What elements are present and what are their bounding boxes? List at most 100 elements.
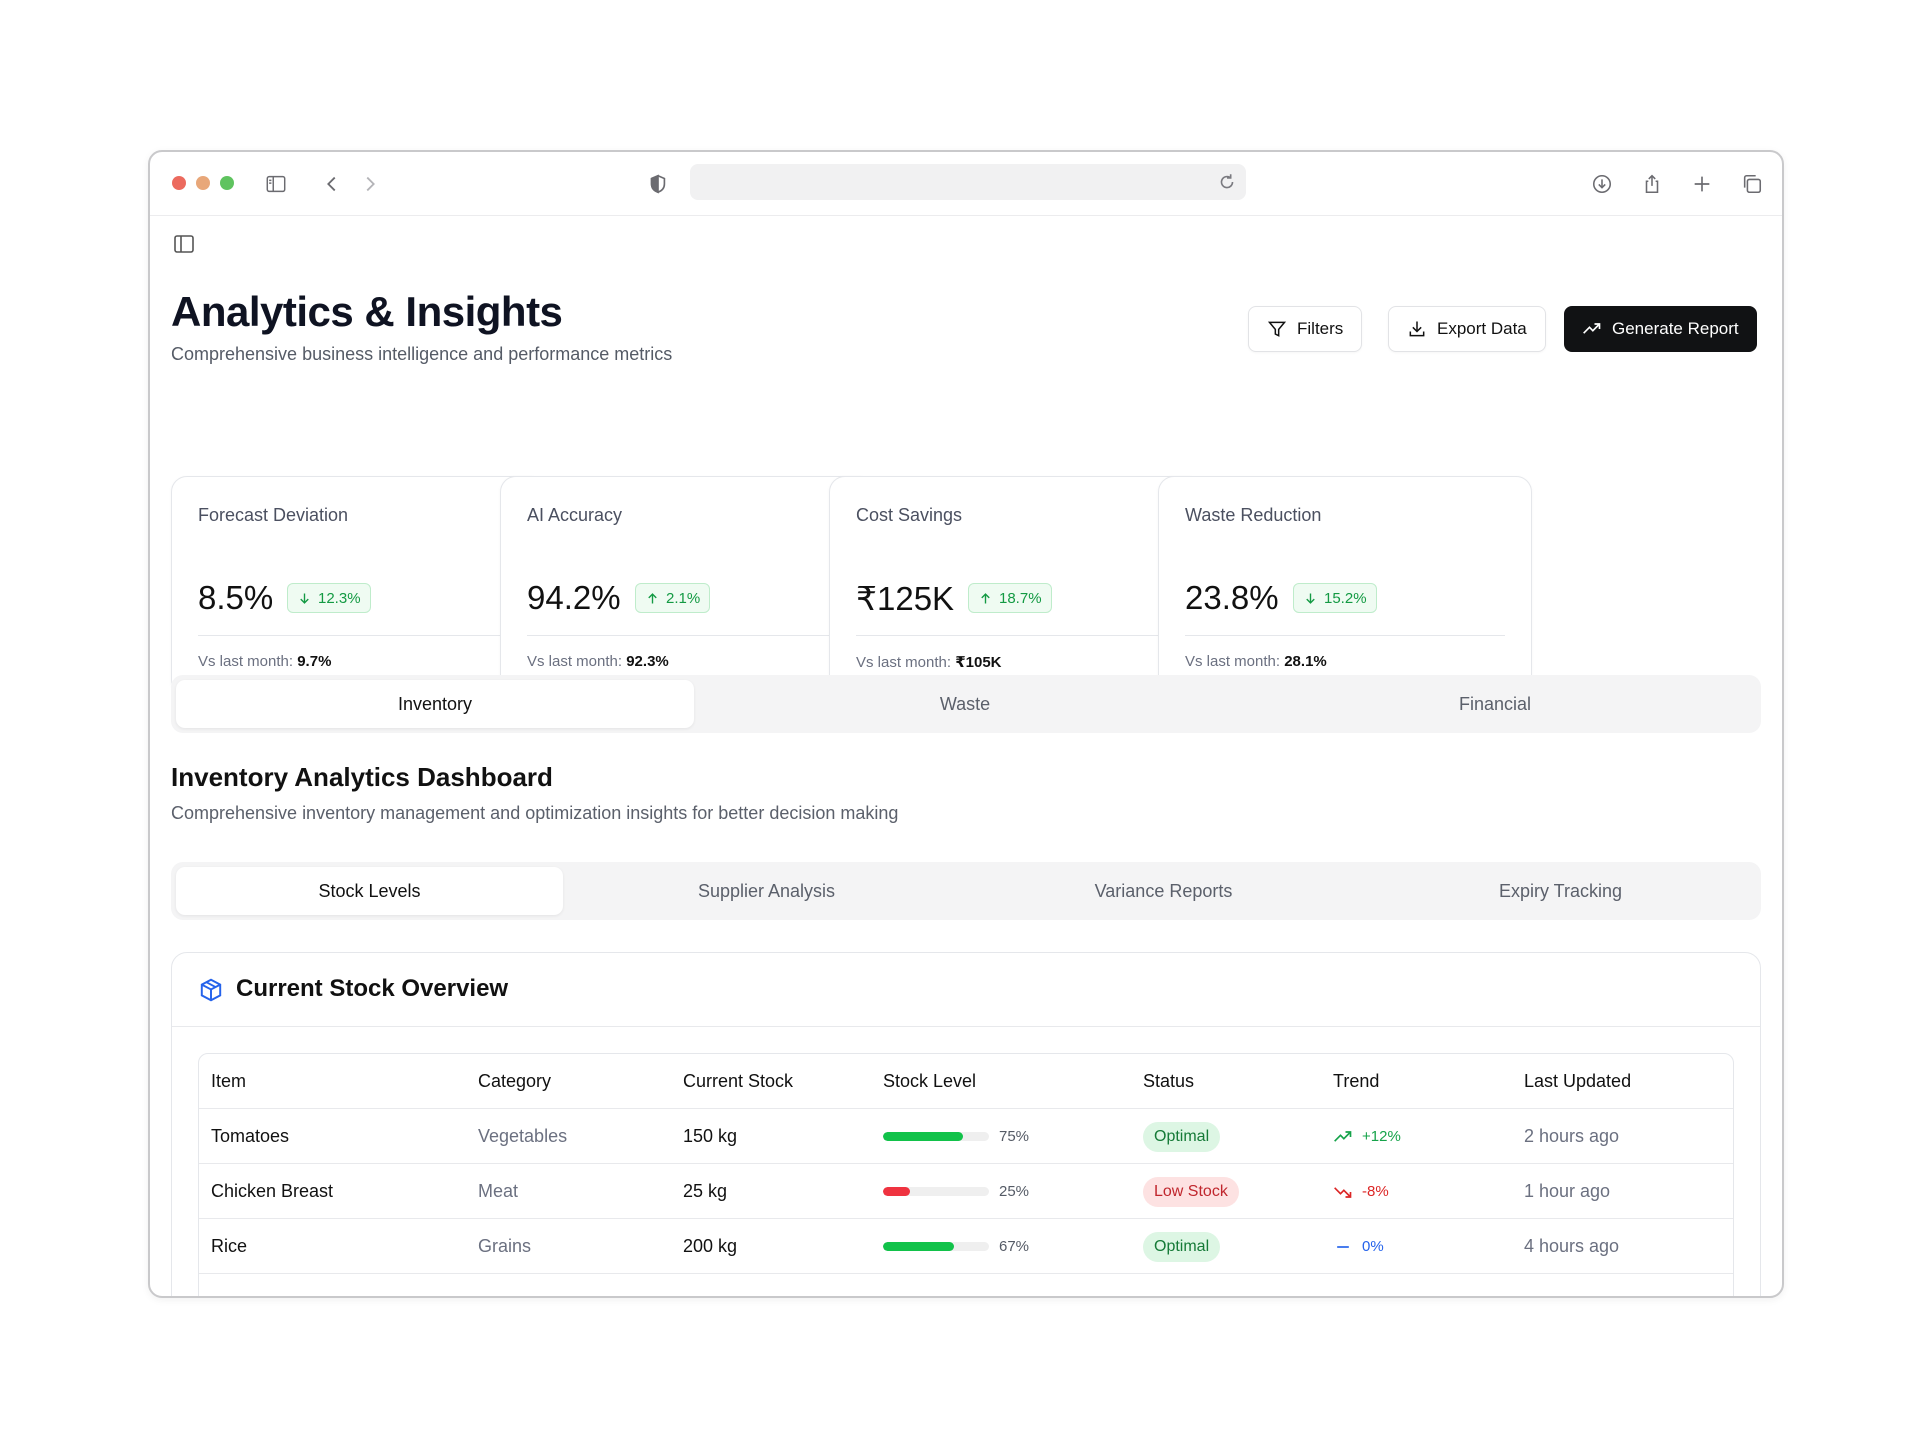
stock-level-percent: 75%	[999, 1128, 1030, 1145]
address-bar[interactable]	[690, 164, 1246, 200]
stock-level-fill	[883, 1242, 955, 1251]
inventory-sub-tabs: Stock Levels Supplier Analysis Variance …	[171, 862, 1761, 920]
arrow-up-icon	[645, 591, 660, 606]
section-title: Inventory Analytics Dashboard	[171, 762, 553, 792]
cell-stock-level: 25%	[883, 1164, 1029, 1219]
column-header-item[interactable]: Item	[211, 1071, 247, 1091]
minus-icon	[1333, 1237, 1353, 1257]
column-header-status[interactable]: Status	[1143, 1071, 1195, 1091]
trending-up-icon	[1333, 1127, 1353, 1147]
kpi-change-badge: 18.7%	[968, 583, 1052, 613]
trend-indicator: -8%	[1333, 1182, 1389, 1202]
table-row[interactable]: Chicken Breast Meat 25 kg 25% Low Stock -8% 1 …	[199, 1164, 1733, 1219]
cell-item: Rice	[211, 1236, 248, 1256]
kpi-comparison: Vs last month: 28.1%	[1185, 653, 1327, 670]
status-badge: Low Stock	[1143, 1176, 1239, 1207]
share-icon[interactable]	[1638, 170, 1666, 198]
cell-current-stock: 200 kg	[683, 1236, 738, 1256]
tab-waste[interactable]: Waste	[939, 693, 991, 714]
forward-icon[interactable]	[356, 170, 384, 198]
cell-trend: +12%	[1333, 1109, 1401, 1164]
cell-last-updated: 1 hour ago	[1524, 1181, 1611, 1201]
download-icon	[1409, 321, 1425, 337]
reload-icon[interactable]	[1216, 171, 1238, 193]
page-subtitle: Comprehensive business intelligence and …	[171, 344, 673, 364]
back-icon[interactable]	[318, 170, 346, 198]
minimize-window-button[interactable]	[196, 176, 210, 190]
cell-last-updated: 2 hours ago	[1524, 1126, 1620, 1146]
trending-down-icon	[1333, 1182, 1353, 1202]
stock-table: Item Category Current Stock Stock Level Stat…	[198, 1053, 1734, 1296]
kpi-card-waste-reduction: Waste Reduction 23.8% 15.2% Vs last month: …	[1158, 476, 1532, 696]
maximize-window-button[interactable]	[220, 176, 234, 190]
tab-financial[interactable]: Financial	[1458, 693, 1532, 714]
shield-icon[interactable]	[644, 170, 672, 198]
tab-expiry-tracking[interactable]: Expiry Tracking	[1498, 880, 1623, 901]
tabs-overview-icon[interactable]	[1738, 170, 1766, 198]
kpi-label: AI Accuracy	[527, 505, 623, 525]
kpi-value: 94.2%	[527, 579, 621, 616]
column-header-trend[interactable]: Trend	[1333, 1071, 1380, 1091]
table-row[interactable]: Rice Grains 200 kg 67% Optimal 0% 4 hours ago	[199, 1219, 1733, 1274]
tab-inventory[interactable]: Inventory	[176, 680, 694, 728]
new-tab-icon[interactable]	[1688, 170, 1716, 198]
filters-button[interactable]: Filters	[1248, 306, 1363, 352]
cell-stock-level: 67%	[883, 1219, 1029, 1274]
tab-stock-levels[interactable]: Stock Levels	[176, 867, 563, 915]
generate-report-button[interactable]: Generate Report	[1564, 306, 1757, 352]
stock-level-fill	[883, 1132, 963, 1141]
cell-current-stock: 150 kg	[683, 1126, 738, 1146]
table-row[interactable]	[199, 1274, 1733, 1296]
kpi-comparison: Vs last month: ₹105K	[856, 653, 1002, 671]
trend-value: 0%	[1362, 1238, 1384, 1255]
kpi-divider	[527, 635, 847, 636]
close-window-button[interactable]	[172, 176, 186, 190]
cell-status: Optimal	[1143, 1109, 1221, 1164]
kpi-label: Waste Reduction	[1185, 505, 1322, 525]
page-title: Analytics & Insights	[171, 288, 563, 335]
tab-supplier-analysis[interactable]: Supplier Analysis	[697, 880, 836, 901]
browser-window: Analytics & Insights Comprehensive busin…	[148, 150, 1784, 1298]
kpi-value: 8.5%	[198, 579, 274, 616]
column-header-last-updated[interactable]: Last Updated	[1524, 1071, 1632, 1091]
status-badge: Optimal	[1143, 1121, 1221, 1152]
column-header-current-stock[interactable]: Current Stock	[683, 1071, 794, 1091]
cell-last-updated: 4 hours ago	[1524, 1236, 1620, 1256]
kpi-card-cost-savings: Cost Savings ₹125K 18.7% Vs last month: ₹10…	[829, 476, 1203, 696]
kpi-comparison-value: 9.7%	[297, 653, 332, 670]
column-header-stock-level[interactable]: Stock Level	[883, 1071, 977, 1091]
kpi-divider	[856, 635, 1176, 636]
kpi-change-badge: 15.2%	[1293, 583, 1377, 613]
kpi-value: ₹125K	[856, 580, 955, 617]
kpi-divider	[198, 635, 518, 636]
kpi-comparison-value: 28.1%	[1284, 653, 1327, 670]
arrow-down-icon	[1303, 591, 1318, 606]
page-content: Analytics & Insights Comprehensive busin…	[150, 216, 1782, 1296]
kpi-change-value: 12.3%	[318, 589, 361, 607]
cell-item: Chicken Breast	[211, 1181, 334, 1201]
browser-toolbar	[150, 152, 1782, 216]
section-subtitle: Comprehensive inventory management and o…	[171, 803, 899, 823]
table-row[interactable]: Tomatoes Vegetables 150 kg 75% Optimal +12% 2 …	[199, 1109, 1733, 1164]
cell-category: Grains	[478, 1236, 532, 1256]
stock-overview-card: Current Stock Overview Item Category Curre…	[171, 952, 1761, 1296]
package-icon	[200, 978, 222, 1002]
sidebar-toggle-icon[interactable]	[172, 232, 196, 256]
download-icon[interactable]	[1588, 170, 1616, 198]
kpi-card-ai-accuracy: AI Accuracy 94.2% 2.1% Vs last month: 92.3%	[500, 476, 874, 696]
export-data-button[interactable]: Export Data	[1388, 306, 1546, 352]
trend-indicator: 0%	[1333, 1237, 1384, 1257]
cell-trend: -8%	[1333, 1164, 1389, 1219]
stock-level-percent: 67%	[999, 1238, 1030, 1255]
sidebar-icon[interactable]	[262, 170, 290, 198]
column-header-category[interactable]: Category	[478, 1071, 552, 1091]
tab-variance-reports[interactable]: Variance Reports	[1094, 880, 1233, 901]
card-header: Current Stock Overview	[172, 953, 1760, 1027]
stock-level-bar	[883, 1242, 989, 1251]
kpi-divider	[1185, 635, 1505, 636]
kpi-card-forecast-deviation: Forecast Deviation 8.5% 12.3% Vs last month…	[171, 476, 545, 696]
kpi-comparison-value: 92.3%	[626, 653, 669, 670]
cell-category: Vegetables	[478, 1126, 568, 1146]
stock-level-percent: 25%	[999, 1183, 1030, 1200]
kpi-label: Cost Savings	[856, 505, 963, 525]
